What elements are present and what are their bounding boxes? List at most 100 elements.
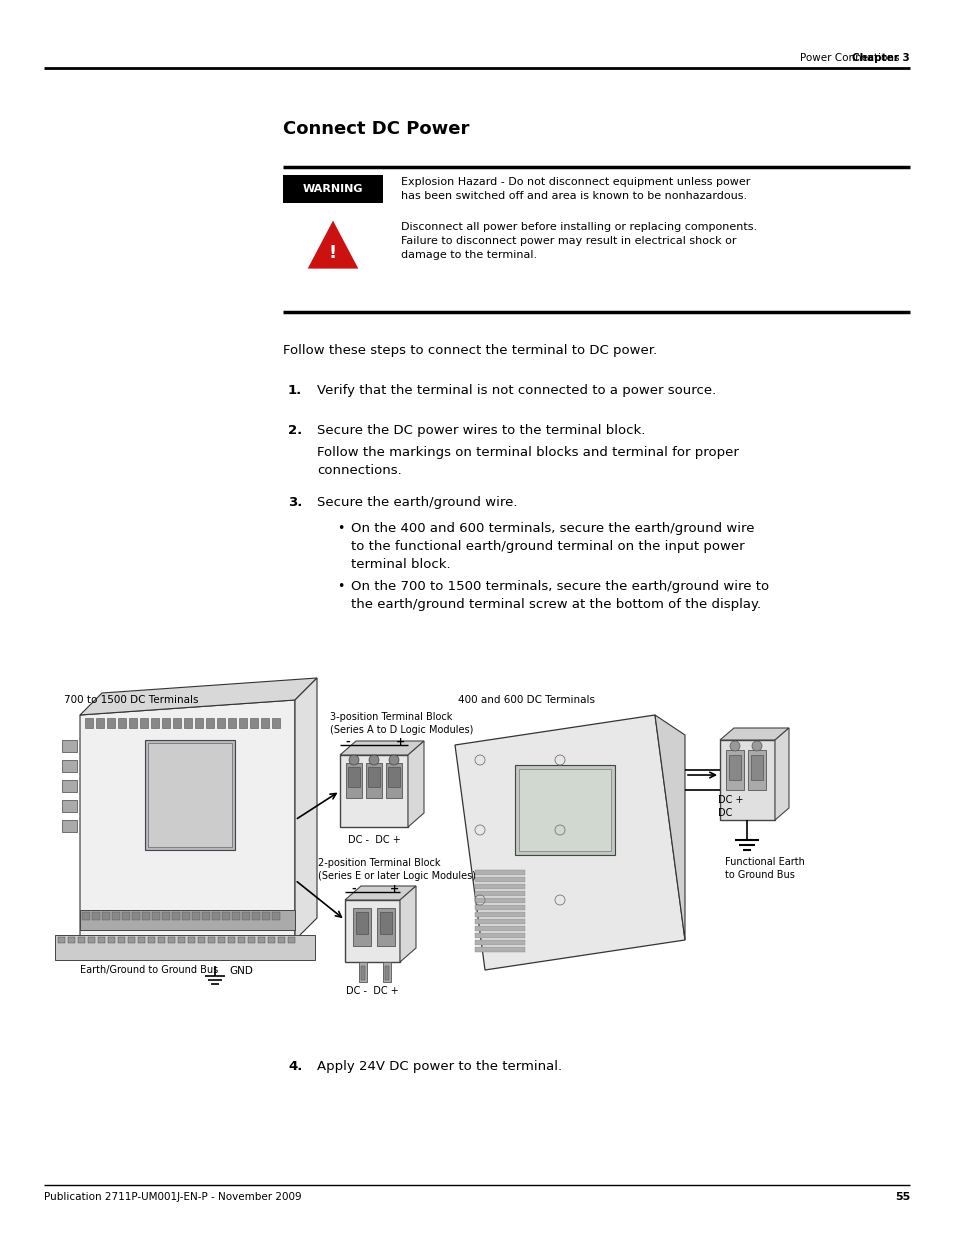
Bar — [379, 911, 392, 934]
Bar — [348, 767, 359, 787]
Polygon shape — [655, 715, 684, 940]
Bar — [148, 937, 154, 944]
Bar — [355, 911, 368, 934]
Bar — [58, 937, 65, 944]
Bar — [239, 718, 247, 727]
Bar — [232, 911, 240, 920]
Bar — [62, 740, 77, 752]
Text: •: • — [336, 522, 344, 535]
Bar — [475, 932, 524, 939]
Text: DC -  DC +: DC - DC + — [346, 986, 398, 995]
Bar — [386, 763, 401, 798]
Polygon shape — [345, 885, 416, 900]
Bar — [475, 877, 524, 882]
Text: 1.: 1. — [288, 384, 302, 396]
Bar — [112, 911, 120, 920]
Text: Connect DC Power: Connect DC Power — [283, 120, 469, 138]
Bar — [262, 911, 270, 920]
Bar — [368, 767, 379, 787]
Bar — [192, 911, 200, 920]
Bar — [237, 937, 245, 944]
Bar — [108, 937, 115, 944]
Text: 3-position Terminal Block: 3-position Terminal Block — [330, 713, 452, 722]
Bar — [242, 911, 250, 920]
Bar — [360, 966, 365, 981]
Text: DC: DC — [718, 808, 732, 818]
Text: Earth/Ground to Ground Bus: Earth/Ground to Ground Bus — [80, 965, 218, 974]
Bar — [78, 937, 85, 944]
Polygon shape — [774, 727, 788, 820]
Bar — [158, 937, 165, 944]
Bar — [142, 911, 150, 920]
Text: DC +: DC + — [718, 795, 742, 805]
Bar — [194, 718, 203, 727]
Bar — [152, 911, 160, 920]
Bar — [475, 926, 524, 931]
Bar — [366, 763, 381, 798]
Polygon shape — [294, 678, 316, 940]
Text: to Ground Bus: to Ground Bus — [724, 869, 794, 881]
Bar — [339, 755, 408, 827]
Bar — [129, 718, 137, 727]
Bar — [107, 718, 115, 727]
Bar — [140, 718, 148, 727]
Polygon shape — [720, 727, 788, 740]
Text: WARNING: WARNING — [302, 184, 363, 194]
Bar — [62, 820, 77, 832]
Bar — [475, 947, 524, 952]
Text: On the 700 to 1500 terminals, secure the earth/ground wire to
the earth/ground t: On the 700 to 1500 terminals, secure the… — [351, 580, 768, 611]
Bar — [138, 937, 145, 944]
Bar — [388, 767, 399, 787]
Bar — [168, 937, 174, 944]
Text: (Series E or later Logic Modules): (Series E or later Logic Modules) — [317, 871, 476, 881]
Bar — [182, 911, 190, 920]
Text: 400 and 600 DC Terminals: 400 and 600 DC Terminals — [457, 695, 595, 705]
Polygon shape — [339, 741, 423, 755]
Text: Follow these steps to connect the terminal to DC power.: Follow these steps to connect the termin… — [283, 345, 657, 357]
Text: GND: GND — [229, 966, 253, 976]
Bar — [228, 937, 234, 944]
Bar — [475, 890, 524, 897]
Bar — [128, 937, 135, 944]
Circle shape — [751, 741, 761, 751]
Text: +: + — [395, 737, 405, 747]
Text: Secure the earth/ground wire.: Secure the earth/ground wire. — [316, 496, 517, 509]
Circle shape — [729, 741, 740, 751]
Bar — [248, 937, 254, 944]
Bar — [385, 966, 389, 981]
Bar — [212, 911, 220, 920]
Bar — [228, 718, 235, 727]
Bar — [515, 764, 615, 855]
Bar — [252, 911, 260, 920]
Bar — [475, 911, 524, 918]
Bar — [96, 718, 104, 727]
Bar — [272, 718, 280, 727]
Bar — [475, 940, 524, 945]
Bar — [118, 937, 125, 944]
Bar — [198, 937, 205, 944]
Bar — [353, 908, 371, 946]
Text: 2-position Terminal Block: 2-position Terminal Block — [317, 858, 440, 868]
Text: 2.: 2. — [288, 424, 302, 437]
Bar — [475, 905, 524, 910]
Bar — [62, 760, 77, 772]
Text: On the 400 and 600 terminals, secure the earth/ground wire
to the functional ear: On the 400 and 600 terminals, secure the… — [351, 522, 754, 571]
Bar — [222, 911, 230, 920]
Bar — [345, 900, 399, 962]
Text: Explosion Hazard - Do not disconnect equipment unless power
has been switched of: Explosion Hazard - Do not disconnect equ… — [400, 177, 750, 201]
Text: Publication 2711P-UM001J-EN-P - November 2009: Publication 2711P-UM001J-EN-P - November… — [44, 1192, 301, 1202]
Bar — [184, 718, 192, 727]
Bar — [277, 937, 285, 944]
Bar — [475, 919, 524, 924]
Bar — [118, 718, 126, 727]
Text: -: - — [345, 737, 349, 747]
Bar — [288, 937, 294, 944]
Bar — [188, 937, 194, 944]
Bar — [206, 718, 213, 727]
Bar — [268, 937, 274, 944]
Text: (Series A to D Logic Modules): (Series A to D Logic Modules) — [330, 725, 473, 735]
Bar — [62, 781, 77, 792]
Bar — [68, 937, 75, 944]
Bar — [261, 718, 269, 727]
Text: Follow the markings on terminal blocks and terminal for proper
connections.: Follow the markings on terminal blocks a… — [316, 446, 739, 477]
